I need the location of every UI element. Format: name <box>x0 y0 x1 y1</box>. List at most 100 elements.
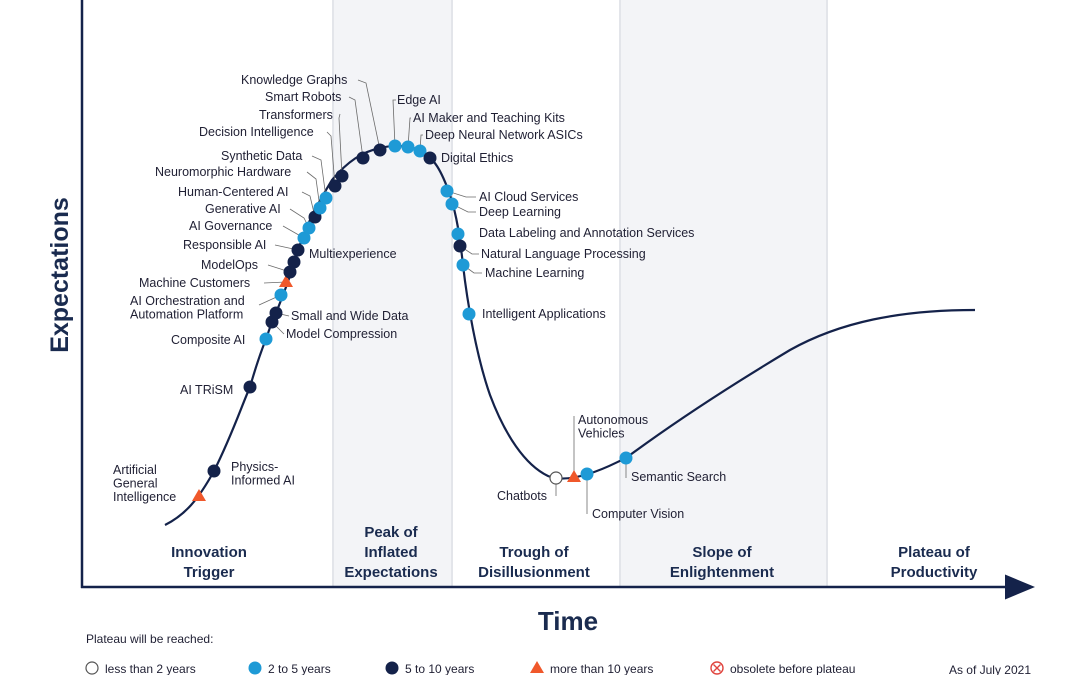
legend-symbol-gt10 <box>530 661 544 673</box>
label-ai-maker-and-teaching-kits: AI Maker and Teaching Kits <box>413 111 565 125</box>
label-data-labeling-and-annotation-services: Data Labeling and Annotation Services <box>479 226 694 240</box>
marker-computer-vision <box>580 467 594 481</box>
legend: Plateau will be reached: less than 2 year… <box>85 632 855 675</box>
legend-label-2to5: 2 to 5 years <box>268 662 331 675</box>
legend-item-2to5: 2 to 5 years <box>248 661 331 675</box>
marker-multiexperience <box>287 255 301 269</box>
label-ai-governance: AI Governance <box>189 219 272 233</box>
label-ai-cloud-services: AI Cloud Services <box>479 190 578 204</box>
marker-smart-robots <box>356 151 370 165</box>
marker-artificial-general-intelligence <box>192 489 206 501</box>
label-responsible-ai: Responsible AI <box>183 238 266 252</box>
phase-band <box>333 0 452 587</box>
label-semantic-search: Semantic Search <box>631 470 726 484</box>
label-knowledge-graphs: Knowledge Graphs <box>241 73 347 87</box>
marker-physics-informed-ai <box>207 464 221 478</box>
phase-label-slope-of-enlightenment: Slope of Enlightenment <box>670 544 774 581</box>
label-small-and-wide-data: Small and Wide Data <box>291 309 408 323</box>
leader-synthetic-data <box>311 155 327 199</box>
phase-label-trough-of-disillusionment: Trough of Disillusionment <box>478 544 590 581</box>
label-physics-informed-ai: Physics-Informed AI <box>231 460 295 488</box>
label-natural-language-processing: Natural Language Processing <box>481 247 646 261</box>
label-synthetic-data: Synthetic Data <box>221 149 302 163</box>
phase-backgrounds <box>82 0 1030 587</box>
phase-band <box>452 0 620 587</box>
marker-machine-customers <box>279 275 293 287</box>
marker-deep-learning <box>445 197 459 211</box>
marker-semantic-search <box>619 451 633 465</box>
leader-ai-cloud-services <box>446 190 476 198</box>
label-machine-customers: Machine Customers <box>139 276 250 290</box>
leader-lines <box>258 79 627 514</box>
marker-chatbots <box>549 471 563 485</box>
legend-label-5to10: 5 to 10 years <box>405 662 474 675</box>
label-chatbots: Chatbots <box>497 489 547 503</box>
label-digital-ethics: Digital Ethics <box>441 151 513 165</box>
legend-label-gt10: more than 10 years <box>550 662 653 675</box>
label-smart-robots: Smart Robots <box>265 90 341 104</box>
label-transformers: Transformers <box>259 108 333 122</box>
label-edge-ai: Edge AI <box>397 93 441 107</box>
legend-item-obsolete: obsolete before plateau <box>710 661 855 675</box>
marker-decision-intelligence <box>328 179 342 193</box>
legend-title: Plateau will be reached: <box>86 632 213 646</box>
label-artificial-general-intelligence: Artificial General Intelligence <box>113 463 176 504</box>
label-ai-trism: AI TRiSM <box>180 383 233 397</box>
axes <box>80 0 1035 600</box>
label-model-compression: Model Compression <box>286 327 397 341</box>
leader-neuromorphic-hardware <box>306 171 321 209</box>
label-autonomous-vehicles: Autonomous Vehicles <box>578 413 648 441</box>
marker-small-and-wide-data <box>269 306 283 320</box>
legend-symbol-5to10 <box>385 661 399 675</box>
y-axis-title: Expectations <box>46 197 74 353</box>
marker-intelligent-applications <box>462 307 476 321</box>
technology-markers <box>192 139 633 501</box>
marker-autonomous-vehicles <box>567 470 581 482</box>
label-neuromorphic-hardware: Neuromorphic Hardware <box>155 165 291 179</box>
legend-item-5to10: 5 to 10 years <box>385 661 474 675</box>
leader-edge-ai <box>392 99 396 147</box>
phase-label-plateau-of-productivity: Plateau of Productivity <box>891 544 978 581</box>
label-human-centered-ai: Human-Centered AI <box>178 185 288 199</box>
label-computer-vision: Computer Vision <box>592 507 684 521</box>
marker-ai-trism <box>243 380 257 394</box>
phase-label-innovation-trigger: Innovation Trigger <box>171 544 247 581</box>
marker-generative-ai <box>302 221 316 235</box>
leader-ai-maker-and-teaching-kits <box>407 117 411 148</box>
label-decision-intelligence: Decision Intelligence <box>199 125 314 139</box>
marker-data-labeling-and-annotation-services <box>451 227 465 241</box>
leader-knowledge-graphs <box>357 79 381 151</box>
phase-band <box>827 0 1030 587</box>
marker-neuromorphic-hardware <box>313 201 327 215</box>
leader-smart-robots <box>348 96 364 159</box>
x-axis-title: Time <box>538 606 598 636</box>
marker-edge-ai <box>388 139 402 153</box>
label-intelligent-applications: Intelligent Applications <box>482 307 606 321</box>
legend-symbol-lt2 <box>85 661 99 675</box>
phase-band <box>82 0 333 587</box>
leader-human-centered-ai <box>301 191 316 218</box>
legend-symbol-obsolete <box>710 661 724 675</box>
phase-labels: Innovation Trigger Peak of Inflated Expectat… <box>171 524 978 581</box>
label-ai-orchestration-and-automation-platform: AI Orchestration and Automation Platform <box>130 294 245 322</box>
marker-ai-maker-and-teaching-kits <box>401 140 415 154</box>
marker-deep-neural-network-asics <box>413 144 427 158</box>
label-multiexperience: Multiexperience <box>309 247 397 261</box>
phase-band <box>620 0 827 587</box>
marker-machine-learning <box>456 258 470 272</box>
label-generative-ai: Generative AI <box>205 202 281 216</box>
legend-item-gt10: more than 10 years <box>530 661 653 675</box>
label-modelops: ModelOps <box>201 258 258 272</box>
label-composite-ai: Composite AI <box>171 333 245 347</box>
legend-symbol-2to5 <box>248 661 262 675</box>
marker-digital-ethics <box>423 151 437 165</box>
legend-item-lt2: less than 2 years <box>85 661 196 675</box>
marker-composite-ai <box>259 332 273 346</box>
phase-label-peak-of-inflated-expectations: Peak of Inflated Expectations <box>344 524 437 581</box>
marker-synthetic-data <box>319 191 333 205</box>
footnote-date: As of July 2021 <box>949 663 1031 675</box>
label-deep-learning: Deep Learning <box>479 205 561 219</box>
technology-labels: Artificial General Intelligence Physics-Inf… <box>113 73 726 521</box>
marker-modelops <box>283 265 297 279</box>
